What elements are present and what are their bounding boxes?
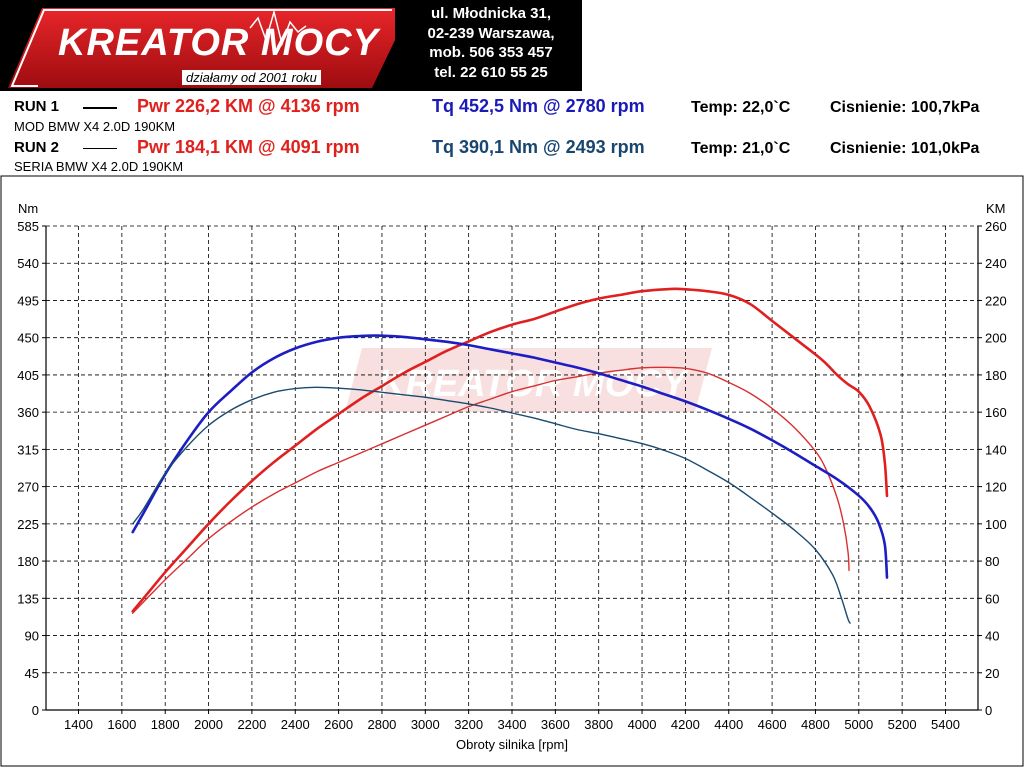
x-tick-label: 3000 <box>411 717 440 732</box>
run2-line-sample <box>83 148 117 149</box>
x-tick-label: 2200 <box>237 717 266 732</box>
x-tick-label: 1600 <box>107 717 136 732</box>
y-tick-label-left: 0 <box>32 703 39 718</box>
address-mobile: mob. 506 353 457 <box>429 44 553 61</box>
run1-line-sample <box>83 107 117 109</box>
y-tick-label-right: 0 <box>985 703 992 718</box>
address-street: ul. Młodnicka 31, <box>430 5 552 22</box>
y-tick-label-left: 585 <box>17 219 39 234</box>
x-tick-label: 4800 <box>801 717 830 732</box>
y-tick-label-right: 160 <box>985 405 1007 420</box>
y-tick-label-right: 20 <box>985 666 999 681</box>
logo-wordmark: KREATOR MOCY <box>58 22 379 64</box>
x-axis-title: Obroty silnika [rpm] <box>456 737 568 752</box>
y-tick-label-right: 180 <box>985 368 1007 383</box>
run2-power-peak: Pwr 184,1 KM @ 4091 rpm <box>137 137 360 157</box>
x-tick-label: 2600 <box>324 717 353 732</box>
y-tick-label-right: 260 <box>985 219 1007 234</box>
address-city: 02-239 Warszawa, <box>427 24 555 42</box>
run1-vehicle: MOD BMW X4 2.0D 190KM <box>14 119 176 134</box>
run1-power-peak: Pwr 226,2 KM @ 4136 rpm <box>137 96 360 116</box>
y-tick-label-left: 495 <box>17 293 39 308</box>
y-tick-label-left: 540 <box>17 256 39 271</box>
y-tick-label-right: 220 <box>985 293 1007 308</box>
y-tick-label-right: 40 <box>985 629 999 644</box>
y-tick-label-left: 135 <box>17 591 39 606</box>
y-tick-label-right: 80 <box>985 554 999 569</box>
address-block: ul. Młodnicka 31, 02-239 Warszawa, mob. … <box>400 4 582 82</box>
y-tick-label-left: 405 <box>17 368 39 383</box>
run1-torque-curve <box>131 334 889 579</box>
y-axis-title-right: KM <box>986 201 1006 216</box>
run2-label: RUN 2 <box>14 139 60 156</box>
run2-pressure: Cisnienie: 101,0kPa <box>830 140 980 157</box>
y-tick-label-left: 225 <box>17 517 39 532</box>
logo-graphic <box>8 8 395 88</box>
y-tick-label-right: 240 <box>985 256 1007 271</box>
y-tick-label-left: 45 <box>25 666 39 681</box>
x-tick-label: 1800 <box>151 717 180 732</box>
watermark-logo: KREATOR MOCY <box>345 348 712 412</box>
run2-torque-curve <box>132 386 851 624</box>
watermark-text: KREATOR MOCY <box>378 363 691 405</box>
y-tick-label-left: 360 <box>17 405 39 420</box>
run2-temperature: Temp: 21,0`C <box>691 140 791 157</box>
x-tick-label: 3600 <box>541 717 570 732</box>
x-tick-label: 5000 <box>844 717 873 732</box>
x-tick-label: 4200 <box>671 717 700 732</box>
y-tick-label-right: 140 <box>985 442 1007 457</box>
run1-torque-peak: Tq 452,5 Nm @ 2780 rpm <box>432 96 645 116</box>
run1-power-curve <box>131 287 889 613</box>
chart-border <box>0 175 1024 767</box>
x-tick-label: 2800 <box>367 717 396 732</box>
x-tick-label: 2400 <box>281 717 310 732</box>
run2-torque-peak: Tq 390,1 Nm @ 2493 rpm <box>432 137 645 157</box>
y-axis-title-left: Nm <box>18 201 38 216</box>
y-tick-label-right: 60 <box>985 591 999 606</box>
x-tick-label: 4400 <box>714 717 743 732</box>
y-tick-label-left: 90 <box>25 629 39 644</box>
x-tick-label: 5200 <box>888 717 917 732</box>
y-tick-label-left: 450 <box>17 331 39 346</box>
y-tick-label-right: 100 <box>985 517 1007 532</box>
x-tick-label: 5400 <box>931 717 960 732</box>
run2-power-curve <box>132 366 850 614</box>
address-phone: tel. 22 610 55 25 <box>434 63 548 81</box>
x-tick-label: 4600 <box>758 717 787 732</box>
x-tick-label: 3800 <box>584 717 613 732</box>
y-tick-label-left: 315 <box>17 442 39 457</box>
logo-tagline: działamy od 2001 roku <box>182 70 321 85</box>
x-tick-label: 2000 <box>194 717 223 732</box>
x-tick-label: 1400 <box>64 717 93 732</box>
y-tick-label-right: 120 <box>985 480 1007 495</box>
y-tick-label-right: 200 <box>985 331 1007 346</box>
run2-vehicle: SERIA BMW X4 2.0D 190KM <box>14 159 184 174</box>
run1-label: RUN 1 <box>14 98 60 115</box>
run1-pressure: Cisnienie: 100,7kPa <box>830 99 980 116</box>
y-tick-label-left: 180 <box>17 554 39 569</box>
run1-temperature: Temp: 22,0`C <box>691 99 791 116</box>
y-tick-label-left: 270 <box>17 480 39 495</box>
x-tick-label: 4000 <box>628 717 657 732</box>
x-tick-label: 3400 <box>498 717 527 732</box>
x-tick-label: 3200 <box>454 717 483 732</box>
logo-banner: KREATOR MOCY działamy od 2001 roku ul. M… <box>0 0 582 91</box>
